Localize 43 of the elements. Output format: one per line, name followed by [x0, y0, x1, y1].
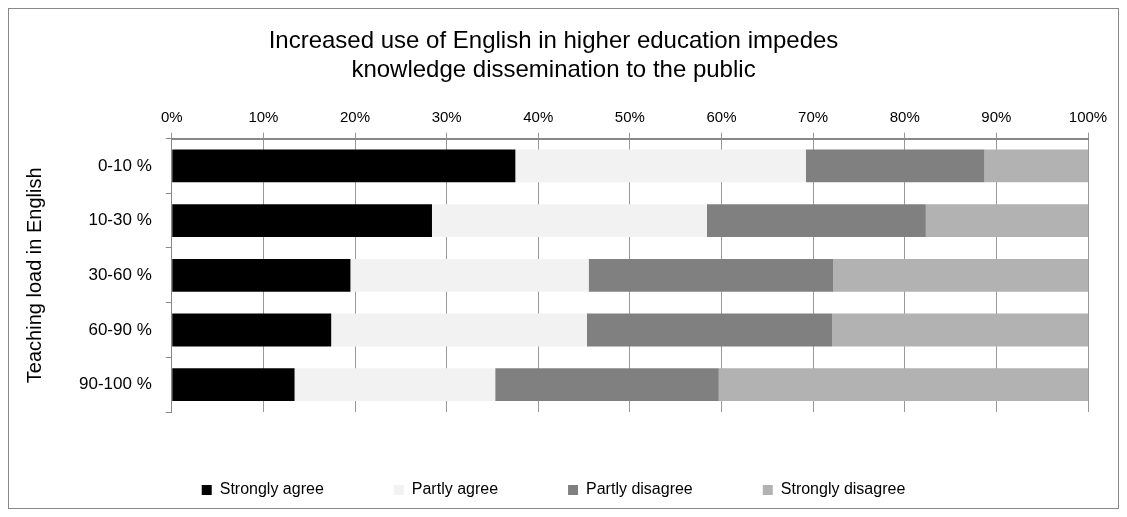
x-tick-label: 50%	[614, 107, 645, 125]
y-tick-label: 60-90 %	[88, 319, 152, 339]
bar	[833, 258, 1088, 292]
text: knowledge dissemination to the public	[351, 54, 756, 82]
legend-label: Partly disagree	[586, 480, 693, 498]
bar	[588, 258, 834, 292]
bar	[431, 204, 707, 238]
x-tick-label: 70%	[798, 107, 829, 125]
x-tick-label: 10%	[248, 107, 279, 125]
x-tick-label: 30%	[431, 107, 462, 125]
legend-label: Partly agree	[411, 480, 499, 498]
bar	[350, 258, 589, 292]
y-axis-title: Teaching load in English	[22, 167, 45, 384]
bar	[331, 313, 587, 347]
x-tick-label: 0%	[160, 107, 183, 125]
bar	[172, 368, 295, 402]
bar	[172, 204, 432, 238]
y-tick-label: 90-100 %	[78, 374, 152, 394]
y-tick-label: 10-30 %	[88, 210, 152, 230]
y-tick-label: 30-60 %	[88, 264, 152, 284]
x-tick-label: 90%	[981, 107, 1012, 125]
x-tick-label: 40%	[523, 107, 554, 125]
x-tick-label: 60%	[706, 107, 737, 125]
x-tick-label: 100%	[1068, 107, 1108, 125]
bar	[925, 204, 1088, 238]
bar	[294, 368, 496, 402]
legend-label: Strongly agree	[219, 480, 324, 498]
bar	[805, 149, 985, 183]
bar	[706, 204, 926, 238]
bar	[984, 149, 1088, 183]
legend-label: Strongly disagree	[780, 480, 906, 498]
bar	[495, 368, 719, 402]
y-tick-label: 0-10 %	[97, 155, 152, 175]
bar	[586, 313, 833, 347]
bar	[515, 149, 806, 183]
x-tick-label: 80%	[889, 107, 920, 125]
bar	[718, 368, 1088, 402]
x-tick-label: 20%	[340, 107, 371, 125]
bar	[172, 313, 332, 347]
bar	[172, 149, 516, 183]
text: Increased use of English in higher education impedes	[268, 26, 839, 54]
bar	[832, 313, 1088, 347]
bar	[172, 258, 351, 292]
